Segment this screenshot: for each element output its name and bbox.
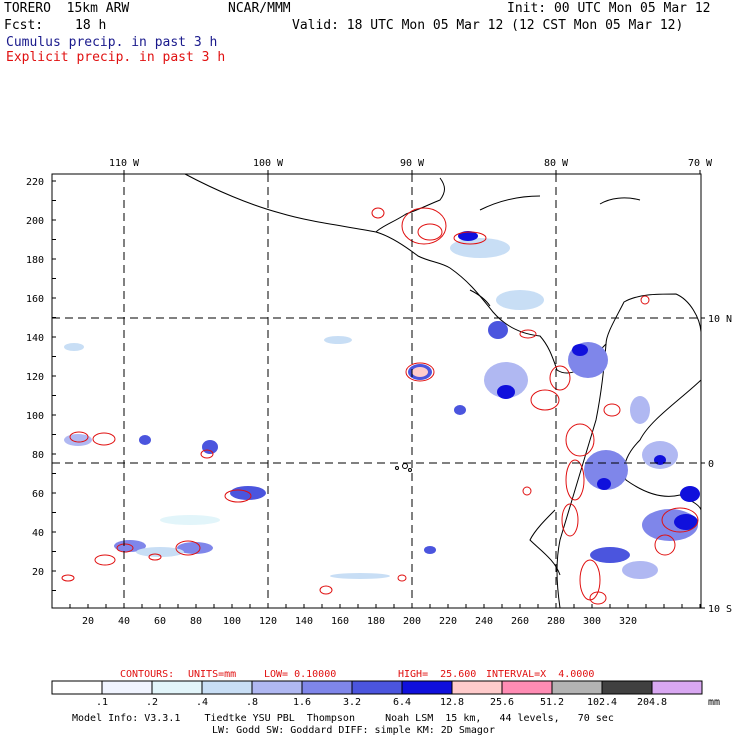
x-label: 20 bbox=[82, 616, 94, 627]
explicit-precip-contours bbox=[61, 207, 699, 605]
lon-label: 70 W bbox=[688, 158, 713, 169]
axis-ticks bbox=[52, 170, 705, 609]
lat-label: 10 S bbox=[708, 604, 732, 615]
scale-label: 1.6 bbox=[293, 697, 311, 708]
x-label: 160 bbox=[331, 616, 349, 627]
y-label: 140 bbox=[26, 333, 44, 344]
lon-label: 110 W bbox=[109, 158, 140, 169]
model-title: TORERO 15km ARW bbox=[4, 1, 130, 16]
init-time: Init: 00 UTC Mon 05 Mar 12 bbox=[507, 1, 711, 16]
y-label: 40 bbox=[32, 528, 44, 539]
scale-swatch bbox=[101, 680, 153, 695]
x-grid-labels: 20 40 60 80 100 120 140 160 180 200 220 … bbox=[82, 616, 637, 627]
x-label: 60 bbox=[154, 616, 166, 627]
x-label: 80 bbox=[190, 616, 202, 627]
x-label: 220 bbox=[439, 616, 457, 627]
x-label: 260 bbox=[511, 616, 529, 627]
contours-units: UNITS=mm bbox=[188, 669, 237, 680]
x-label: 120 bbox=[259, 616, 277, 627]
valid-time: Valid: 18 UTC Mon 05 Mar 12 (12 CST Mon … bbox=[292, 18, 684, 33]
scale-label: 51.2 bbox=[540, 697, 564, 708]
scale-unit: mm bbox=[708, 697, 720, 708]
scale-swatch bbox=[601, 680, 653, 695]
scale-label: .8 bbox=[246, 697, 258, 708]
scale-label: .2 bbox=[146, 697, 158, 708]
scale-swatch bbox=[201, 680, 253, 695]
y-label: 100 bbox=[26, 411, 44, 422]
scale-label: 102.4 bbox=[587, 697, 617, 708]
forecast-hours: 18 h bbox=[75, 18, 107, 33]
lat-lon-grid bbox=[52, 174, 701, 608]
y-label: 80 bbox=[32, 450, 44, 461]
x-label: 320 bbox=[619, 616, 637, 627]
model-info-line2: LW: Godd SW: Goddard DIFF: simple KM: 2D… bbox=[212, 725, 495, 736]
contours-low: LOW= 0.10000 bbox=[264, 669, 337, 680]
scale-swatch bbox=[301, 680, 353, 695]
scale-label: 25.6 bbox=[490, 697, 514, 708]
forecast-label: Fcst: bbox=[4, 18, 44, 33]
lon-label: 100 W bbox=[253, 158, 284, 169]
scale-swatch bbox=[51, 680, 103, 695]
scale-swatch bbox=[451, 680, 503, 695]
scale-label: 6.4 bbox=[393, 697, 411, 708]
right-latitude-labels: 10 N 0 10 S bbox=[708, 314, 732, 615]
scale-swatch bbox=[401, 680, 453, 695]
y-grid-labels: 220 200 180 160 140 120 100 80 60 40 20 bbox=[26, 177, 44, 578]
x-label: 140 bbox=[295, 616, 313, 627]
scale-label: 3.2 bbox=[343, 697, 361, 708]
x-label: 200 bbox=[403, 616, 421, 627]
x-label: 240 bbox=[475, 616, 493, 627]
x-label: 180 bbox=[367, 616, 385, 627]
scale-swatch bbox=[351, 680, 403, 695]
x-label: 100 bbox=[223, 616, 241, 627]
y-label: 60 bbox=[32, 489, 44, 500]
top-longitude-labels: 110 W 100 W 90 W 80 W 70 W bbox=[109, 158, 713, 169]
scale-swatch bbox=[651, 680, 703, 695]
y-label: 20 bbox=[32, 567, 44, 578]
y-label: 200 bbox=[26, 216, 44, 227]
x-label: 280 bbox=[547, 616, 565, 627]
y-label: 180 bbox=[26, 255, 44, 266]
lat-label: 0 bbox=[708, 459, 714, 470]
scale-swatch bbox=[551, 680, 603, 695]
lat-label: 10 N bbox=[708, 314, 732, 325]
contours-high: HIGH= 25.600 bbox=[398, 669, 477, 680]
lon-label: 90 W bbox=[400, 158, 425, 169]
y-label: 220 bbox=[26, 177, 44, 188]
scale-label: 12.8 bbox=[440, 697, 464, 708]
scale-label: .4 bbox=[196, 697, 208, 708]
scale-label: .1 bbox=[96, 697, 108, 708]
legend-explicit: Explicit precip. in past 3 h bbox=[6, 50, 226, 65]
scale-swatch bbox=[501, 680, 553, 695]
lon-label: 80 W bbox=[544, 158, 569, 169]
y-label: 160 bbox=[26, 294, 44, 305]
legend-cumulus: Cumulus precip. in past 3 h bbox=[6, 35, 218, 50]
scale-label: 204.8 bbox=[637, 697, 667, 708]
y-label: 120 bbox=[26, 372, 44, 383]
x-label: 300 bbox=[583, 616, 601, 627]
scale-swatch bbox=[251, 680, 303, 695]
model-info-line1: Model Info: V3.3.1 Tiedtke YSU PBL Thomp… bbox=[72, 713, 614, 724]
contours-prefix: CONTOURS: bbox=[120, 669, 175, 680]
scale-swatch bbox=[151, 680, 203, 695]
org-label: NCAR/MMM bbox=[228, 1, 291, 16]
contours-interval: INTERVAL=X 4.0000 bbox=[486, 669, 595, 680]
x-label: 40 bbox=[118, 616, 130, 627]
